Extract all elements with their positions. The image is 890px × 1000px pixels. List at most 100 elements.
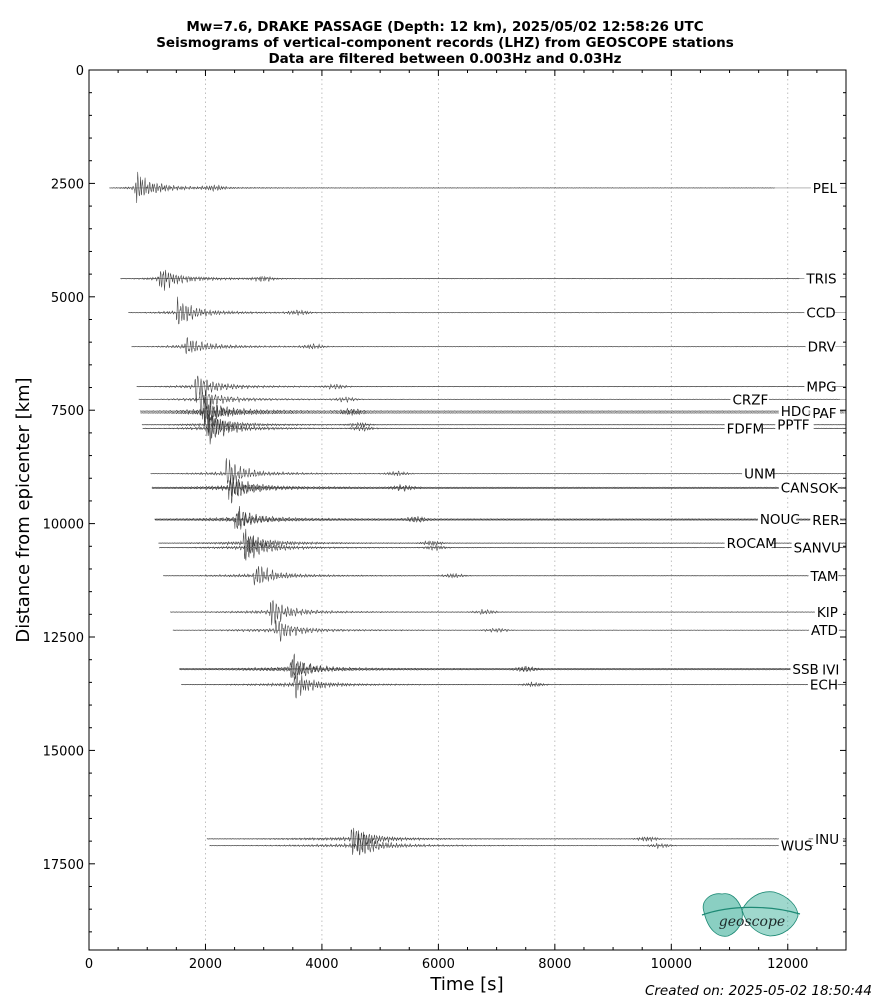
y-tick-label: 0 [76,64,84,79]
logo-text: geoscope [719,914,785,930]
station-label-bg [724,420,764,437]
x-tick-label: 8000 [538,957,571,972]
trace-layer [109,171,847,856]
chart-title-line-1: Mw=7.6, DRAKE PASSAGE (Depth: 12 km), 20… [186,19,703,35]
station-label-bg [790,660,821,677]
plot-frame [88,69,847,951]
trace-crzf [138,390,841,416]
station-label-bg [813,830,843,847]
trace-sok [151,480,846,500]
trace-tris [120,269,800,291]
station-label-bg [805,338,836,355]
station-label-rocam: ROCAM [727,536,777,552]
trace-can [151,475,846,504]
trace-nouc [154,505,846,530]
station-label-bg [814,604,845,621]
station-label-bg [820,661,850,678]
station-label-bg [757,511,797,528]
station-label-bg [730,391,769,408]
trace-drv [131,337,824,355]
x-tick-label: 10000 [651,957,692,972]
trace-pel [109,171,775,204]
station-label-atd: ATD [811,623,838,639]
logo-globe-right-shape [741,891,799,937]
station-label-ech: ECH [810,678,838,694]
station-label-ccd: CCD [806,306,835,322]
station-label-rer: RER [812,513,839,529]
station-label-ivi: IVI [822,663,839,679]
station-label-bg [810,511,841,528]
station-label-drv: DRV [808,340,837,356]
trace-ssb [179,653,846,680]
station-label-sanvu: SANVU [794,541,841,557]
station-label-paf: PAF [812,406,836,422]
x-tick-label: 0 [85,957,93,972]
y-tick-label: 17500 [43,858,84,873]
trace-ccd [128,296,817,325]
station-label-bg [775,416,814,433]
trace-kip [170,599,847,626]
station-label-hdc: HDC [781,404,811,420]
station-label-bg [808,567,839,584]
station-label-pptf: PPTF [777,418,809,434]
logo-swoosh-shape [701,906,801,916]
y-tick-label: 10000 [43,518,84,533]
trace-inu [206,827,846,855]
station-label-bg [804,378,835,395]
station-label-kip: KIP [817,605,838,621]
station-label-bg [791,539,839,556]
station-label-tris: TRIS [805,272,836,288]
y-tick-label: 15000 [43,744,84,759]
station-label-inu: INU [815,832,839,848]
grid-lines [205,70,789,950]
station-label-bg [810,179,841,196]
trace-atd [172,620,846,642]
trace-mpg [136,375,836,403]
y-tick-label: 12500 [43,631,84,646]
station-label-bg [778,837,809,854]
trace-ech [181,673,846,699]
station-label-bg [807,676,838,693]
station-label-bg [804,270,843,287]
station-label-bg [778,479,809,496]
station-label-bg [810,404,841,421]
station-label-unm: UNM [744,467,776,483]
x-tick-label: 4000 [305,957,338,972]
created-on-text: Created on: 2025-05-02 18:50:44 [645,983,872,999]
station-label-bg [778,403,809,420]
station-label-fdfm: FDFM [727,421,765,437]
y-axis-label: Distance from epicenter [km] [13,377,34,642]
trace-paf [140,396,844,426]
station-label-bg [724,535,772,552]
x-tick-label: 12000 [767,957,808,972]
axes: 0 2000 4000 6000 8000 10000 12000 0 2500 5000 7500… [43,64,847,972]
y-tick-label: 2500 [51,177,84,192]
trace-wus [209,830,846,856]
station-label-bg [804,304,835,321]
station-label-wus: WUS [781,839,813,855]
station-label-nouc: NOUC [760,512,800,528]
station-label-crzf: CRZF [732,392,768,408]
trace-hdc [140,394,844,425]
station-label-mpg: MPG [806,380,836,396]
trace-unm [150,458,846,485]
station-label-bg [809,622,839,639]
station-label-bg [742,465,772,482]
station-label-pel: PEL [813,181,838,197]
geoscope-logo: geoscope [701,891,801,937]
y-tick-label: 7500 [51,404,84,419]
x-tick-label: 6000 [422,957,455,972]
x-tick-label: 2000 [189,957,222,972]
station-label-tam: TAM [809,569,838,585]
station-label-sok: SOK [810,481,839,497]
chart-title-line-3: Data are filtered between 0.003Hz and 0.… [268,51,621,67]
trace-ivi [179,659,846,678]
station-label-bg [807,480,838,497]
station-label-can: CAN [781,480,810,496]
x-axis-label: Time [s] [429,974,503,995]
trace-rer [154,511,846,529]
y-tick-label: 5000 [51,291,84,306]
station-label-ssb: SSB [792,662,818,678]
